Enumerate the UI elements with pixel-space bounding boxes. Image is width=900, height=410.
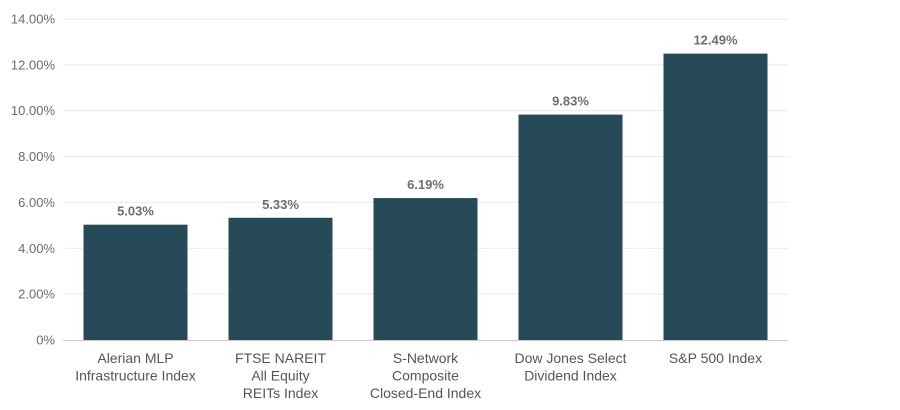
category-label: Dividend Index: [524, 368, 617, 384]
y-tick-label: 4.00%: [18, 241, 55, 256]
data-label: 6.19%: [407, 177, 444, 192]
y-tick-label: 12.00%: [11, 57, 56, 72]
category-labels: Alerian MLP Infrastructure Index FTSE NARE…: [75, 350, 762, 401]
category-label: Alerian MLP: [97, 350, 173, 366]
data-label: 5.33%: [262, 197, 299, 212]
y-tick-label: 6.00%: [18, 195, 55, 210]
category-label: Closed-End Index: [370, 385, 481, 401]
bar: [663, 53, 768, 341]
bar: [228, 217, 333, 340]
category-label: Infrastructure Index: [75, 368, 196, 384]
category-label: S-Network: [393, 350, 459, 366]
data-labels: 5.03% 5.33% 6.19% 9.83% 12.49%: [117, 33, 738, 219]
y-tick-label: 2.00%: [18, 287, 55, 302]
category-label: FTSE NAREIT: [235, 350, 326, 366]
bar: [83, 224, 188, 340]
y-tick-label: 14.00%: [11, 12, 56, 27]
y-tick-label: 0%: [36, 333, 55, 348]
category-label: S&P 500 Index: [669, 350, 762, 366]
data-label: 12.49%: [693, 33, 738, 48]
bar: [518, 114, 623, 340]
data-label: 9.83%: [552, 94, 589, 109]
category-label: REITs Index: [243, 385, 318, 401]
y-tick-label: 10.00%: [11, 103, 56, 118]
category-label: Dow Jones Select: [514, 350, 626, 366]
category-label: All Equity: [251, 368, 309, 384]
category-label: Composite: [392, 368, 459, 384]
data-label: 5.03%: [117, 204, 154, 219]
bar: [373, 198, 478, 340]
bars: [83, 53, 768, 341]
y-axis-ticks: 0% 2.00% 4.00% 6.00% 8.00% 10.00% 12.00% 14.00%: [11, 12, 56, 348]
y-tick-label: 8.00%: [18, 149, 55, 164]
